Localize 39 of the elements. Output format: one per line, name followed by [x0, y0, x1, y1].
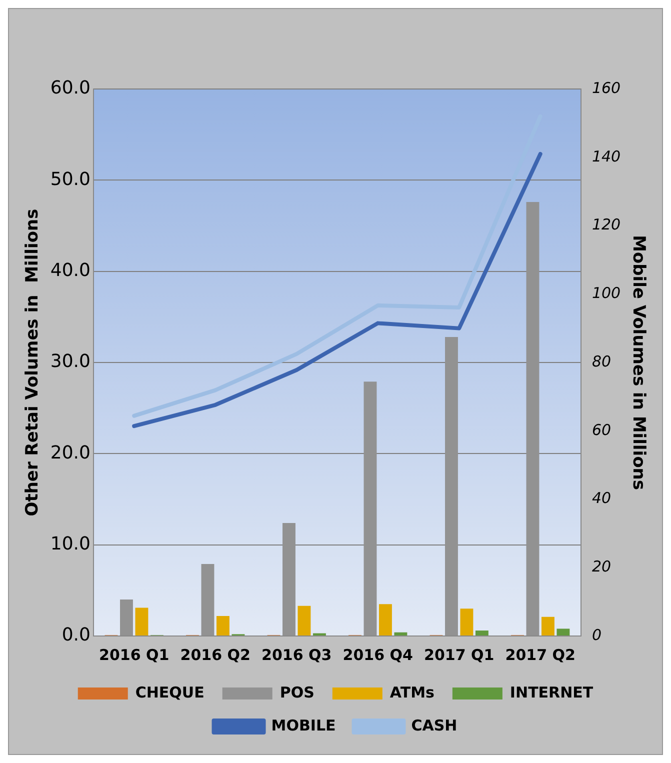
y2-tick-label: 40	[592, 489, 612, 508]
x-tick-label: 2016 Q4	[342, 646, 413, 664]
y2-tick-label: 100	[592, 284, 621, 302]
legend-label: CHEQUE	[135, 683, 204, 702]
legend-label: MOBILE	[271, 716, 336, 734]
legend-label: INTERNET	[510, 683, 594, 702]
x-tick-label: 2017 Q2	[505, 646, 576, 664]
y-tick-label: 60.0	[50, 78, 90, 99]
y-tick-label: 30.0	[50, 351, 90, 372]
y-tick-label: 40.0	[50, 260, 90, 282]
y-tick-label: 20.0	[50, 442, 90, 464]
bar	[394, 632, 408, 636]
y2-tick-label: 120	[592, 216, 621, 234]
y2-tick-label: 20	[592, 558, 612, 576]
bar	[378, 604, 392, 636]
bar	[298, 606, 311, 636]
bar	[460, 608, 474, 636]
y2-tick-label: 80	[592, 352, 612, 370]
legend-label: CASH	[411, 716, 458, 734]
y2-tick-label: 60	[592, 420, 612, 439]
y2-tick-label: 140	[592, 147, 621, 166]
x-tick-label: 2017 Q1	[424, 646, 494, 664]
y-tick-label: 10.0	[50, 534, 90, 555]
y2-axis-title: Mobile Volumes in Millions	[628, 235, 648, 490]
y-tick-label: 0.0	[62, 624, 90, 646]
y-tick-label: 50.0	[50, 168, 90, 190]
x-tick-label: 2016 Q1	[99, 646, 170, 664]
bar	[216, 616, 230, 636]
legend-label: ATMs	[390, 683, 435, 702]
legend-label: POS	[280, 683, 314, 702]
x-tick-label: 2016 Q3	[262, 646, 332, 664]
bar	[135, 608, 148, 636]
bar	[475, 630, 488, 636]
x-tick-label: 2016 Q2	[180, 646, 250, 664]
y2-tick-label: 160	[592, 78, 621, 97]
bar	[556, 628, 570, 636]
y-axis-title: Other Retai Volumes in Millions	[22, 208, 43, 516]
y2-tick-label: 0	[592, 626, 602, 644]
bar	[541, 616, 554, 636]
